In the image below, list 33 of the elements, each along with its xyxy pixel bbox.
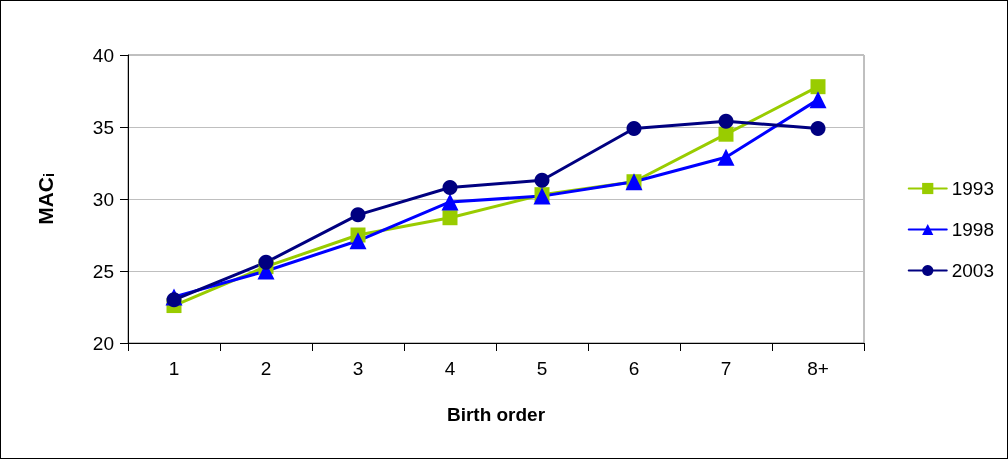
- legend-label: 1993: [951, 178, 995, 199]
- x-tick-label: 4: [444, 358, 456, 379]
- x-tick-label: 5: [536, 358, 548, 379]
- x-tick-label: 7: [720, 358, 732, 379]
- y-tick-label: 20: [92, 332, 114, 354]
- point: [717, 148, 735, 166]
- point: [718, 126, 734, 142]
- point: [349, 232, 367, 250]
- point: [166, 292, 182, 308]
- point: [809, 91, 827, 109]
- y-tick-label: 40: [92, 44, 114, 66]
- point: [810, 120, 826, 136]
- legend-label: 2003: [951, 260, 995, 281]
- y-tick-label: 35: [92, 116, 114, 138]
- y-tick-label: 25: [92, 260, 114, 282]
- x-tick-label: 2: [260, 358, 272, 379]
- point: [718, 113, 734, 129]
- legend-label: 1998: [951, 219, 995, 240]
- point: [258, 254, 274, 270]
- point: [441, 193, 459, 211]
- y-axis-title: MACi: [33, 173, 57, 225]
- x-tick-label: 1: [168, 358, 180, 379]
- point: [626, 120, 642, 136]
- point: [534, 172, 550, 188]
- x-tick-label: 3: [352, 358, 364, 379]
- point: [442, 210, 458, 226]
- y-tick-label: 30: [92, 188, 114, 210]
- x-tick-label: 6: [628, 358, 640, 379]
- point: [350, 207, 366, 223]
- point: [442, 179, 458, 195]
- x-tick-label: 8+: [807, 358, 829, 379]
- x-axis-title: Birth order: [446, 404, 546, 425]
- point: [810, 79, 826, 95]
